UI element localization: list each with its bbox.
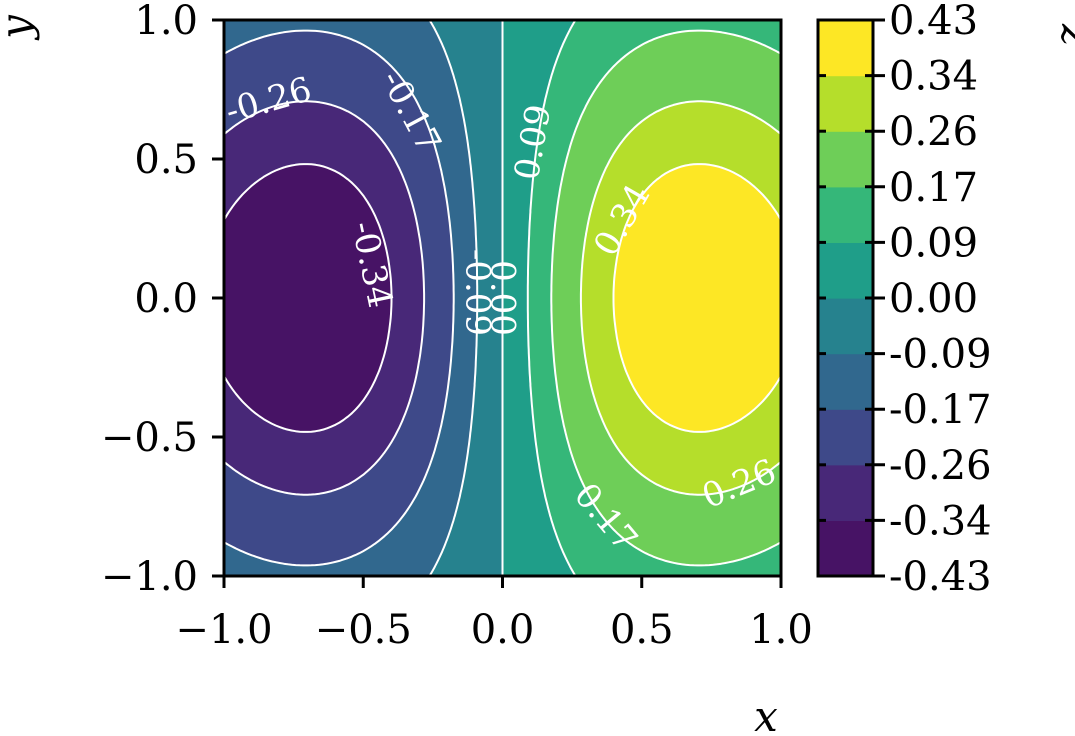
colorbar-band [818, 75, 873, 132]
colorbar-tick-label: -0.09 [889, 332, 992, 378]
x-tick-label: 0.5 [610, 607, 674, 653]
contour-line [224, 29, 455, 567]
contour-label: -0.09 [457, 249, 497, 336]
contour-line [579, 100, 781, 496]
colorbar-label: z [1052, 23, 1075, 47]
colorbar-tick-label: 0.09 [889, 220, 978, 266]
colorbar-band [818, 186, 873, 243]
colorbar-tick-label: -0.43 [889, 554, 992, 600]
colorbar-tick-label: 0.17 [889, 165, 978, 211]
colorbar-band [818, 520, 873, 577]
colorbar: -0.43 -0.34 -0.26 -0.17 -0.09 0.00 0.09 0.17 0.2… [816, 0, 992, 600]
x-tick-label: 0.0 [471, 607, 535, 653]
colorbar-tick-label: -0.17 [889, 387, 992, 433]
contour-labels: -0.26 -0.17-0.34 -0.090.000.090.340.260.17 [224, 64, 781, 560]
plot-area: -0.26 -0.17-0.34 -0.090.000.090.340.260.17 [224, 20, 781, 576]
colorbar-band [818, 298, 873, 355]
colorbar-tick-label: 0.34 [889, 54, 978, 100]
y-tick-label: 0.5 [134, 137, 198, 183]
x-axis: −1.0 −0.5 0.0 0.5 1.0 [175, 576, 813, 653]
y-axis-label: y [0, 14, 40, 41]
colorbar-tick-label: 0.00 [889, 276, 978, 322]
colorbar-ticks: -0.43 -0.34 -0.26 -0.17 -0.09 0.00 0.09 0.17 0.2… [818, 0, 992, 600]
colorbar-band [818, 20, 873, 77]
contour-label: 0.00 [483, 260, 523, 336]
y-tick-label: −0.5 [101, 415, 198, 461]
y-tick-label: 0.0 [134, 276, 198, 322]
colorbar-band [818, 464, 873, 521]
contour-line [526, 20, 577, 576]
contour-line [224, 100, 426, 496]
colorbar-band [818, 409, 873, 466]
x-tick-label: 1.0 [749, 607, 813, 653]
x-tick-label: −0.5 [315, 607, 412, 653]
colorbar-bands [818, 20, 873, 577]
contour-line [612, 163, 781, 433]
colorbar-tick-label: 0.26 [889, 109, 978, 155]
contour-line [224, 163, 393, 433]
colorbar-tick-label: 0.43 [889, 0, 978, 44]
y-axis: −1.0 −0.5 0.0 0.5 1.0 [101, 0, 224, 600]
x-axis-label: x [754, 692, 778, 736]
colorbar-band [818, 353, 873, 410]
y-tick-label: 1.0 [134, 0, 198, 44]
colorbar-band [818, 131, 873, 188]
colorbar-tick-label: -0.34 [889, 498, 992, 544]
x-tick-label: −1.0 [175, 607, 272, 653]
y-tick-label: −1.0 [101, 554, 198, 600]
colorbar-tick-label: -0.26 [889, 443, 992, 489]
contour-lines [224, 20, 781, 576]
colorbar-band [818, 242, 873, 299]
contour-line [550, 29, 781, 567]
